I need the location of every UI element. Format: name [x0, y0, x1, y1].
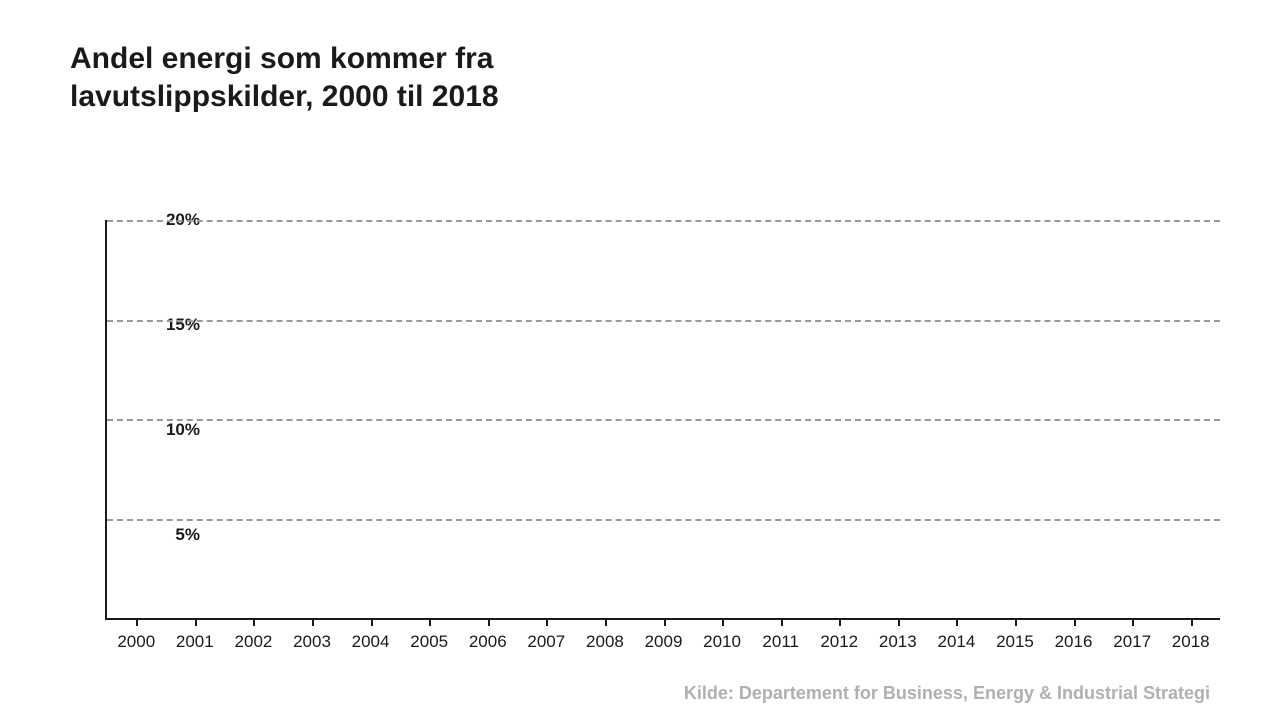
gridline [107, 220, 1220, 222]
x-tick [722, 618, 724, 626]
x-tick [195, 618, 197, 626]
gridline [107, 419, 1220, 421]
x-tick [664, 618, 666, 626]
x-tick-label: 2014 [926, 632, 986, 652]
x-tick [136, 618, 138, 626]
x-tick-label: 2008 [575, 632, 635, 652]
x-tick-label: 2007 [516, 632, 576, 652]
x-tick-label: 2001 [165, 632, 225, 652]
x-tick-label: 2011 [751, 632, 811, 652]
x-tick-label: 2016 [1044, 632, 1104, 652]
x-tick-label: 2017 [1102, 632, 1162, 652]
x-tick [839, 618, 841, 626]
x-tick [1074, 618, 1076, 626]
x-tick-label: 2018 [1161, 632, 1221, 652]
chart-area: Prosentandel energitilbud 20% 15% 10% 5%… [30, 220, 1250, 640]
x-tick [488, 618, 490, 626]
x-tick [546, 618, 548, 626]
gridline [107, 519, 1220, 521]
x-tick-label: 2012 [809, 632, 869, 652]
x-tick [898, 618, 900, 626]
x-tick-label: 2013 [868, 632, 928, 652]
x-tick [605, 618, 607, 626]
gridline [107, 320, 1220, 322]
x-tick [429, 618, 431, 626]
plot-region: 2000 2001 2002 2003 2004 2005 2006 2007 … [105, 220, 1220, 620]
x-tick [1132, 618, 1134, 626]
x-tick-label: 2002 [223, 632, 283, 652]
x-tick [253, 618, 255, 626]
x-tick-label: 2000 [106, 632, 166, 652]
x-tick-label: 2010 [692, 632, 752, 652]
x-tick [371, 618, 373, 626]
source-citation: Kilde: Departement for Business, Energy … [684, 683, 1210, 704]
x-tick [1015, 618, 1017, 626]
chart-title: Andel energi som kommer fra lavutslippsk… [70, 40, 670, 115]
x-tick [1191, 618, 1193, 626]
x-tick [312, 618, 314, 626]
x-tick-label: 2009 [634, 632, 694, 652]
x-tick-label: 2003 [282, 632, 342, 652]
x-tick [781, 618, 783, 626]
x-tick-label: 2015 [985, 632, 1045, 652]
x-tick-label: 2005 [399, 632, 459, 652]
x-tick [956, 618, 958, 626]
x-tick-label: 2006 [458, 632, 518, 652]
x-tick-label: 2004 [341, 632, 401, 652]
